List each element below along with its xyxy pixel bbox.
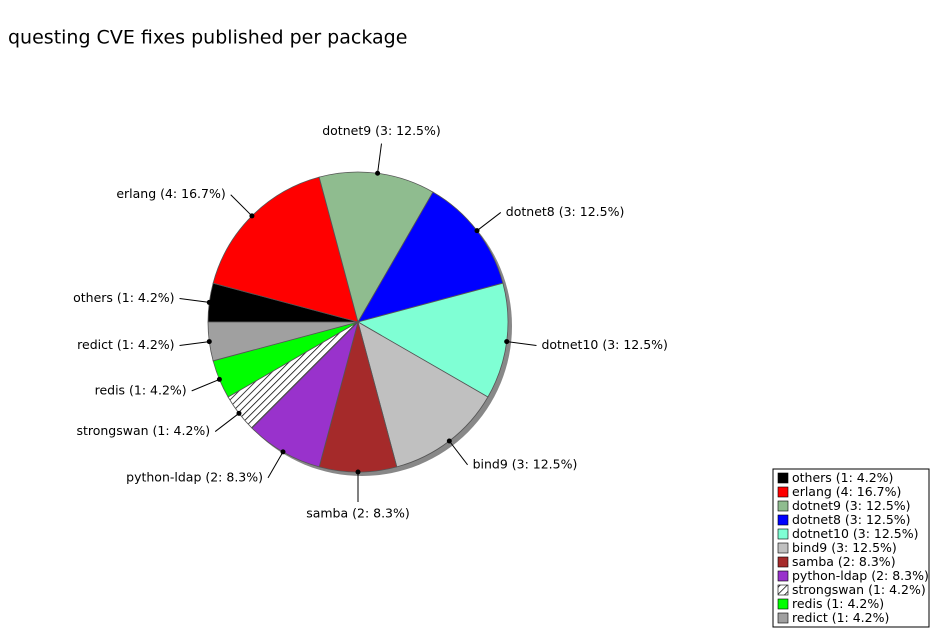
legend-swatch xyxy=(777,514,789,526)
leader-line xyxy=(191,378,220,392)
legend xyxy=(772,468,930,628)
legend-swatch xyxy=(777,472,789,484)
leader-dot xyxy=(504,339,510,345)
slice-label: dotnet9 (3: 12.5%) xyxy=(322,123,441,138)
legend-label: erlang (4: 16.7%) xyxy=(792,484,901,499)
leader-dot xyxy=(236,410,242,416)
legend-swatch xyxy=(777,542,789,554)
slice-label: dotnet8 (3: 12.5%) xyxy=(506,204,625,219)
leader-line xyxy=(214,412,240,432)
leader-dot xyxy=(446,438,452,444)
legend-label: dotnet8 (3: 12.5%) xyxy=(792,512,911,527)
leader-dot xyxy=(206,339,212,345)
leader-dot xyxy=(280,449,286,455)
slice-label: others (1: 4.2%) xyxy=(73,290,174,305)
legend-label: samba (2: 8.3%) xyxy=(792,554,896,569)
legend-swatch xyxy=(777,570,789,582)
legend-swatch xyxy=(777,556,789,568)
slice-label: dotnet10 (3: 12.5%) xyxy=(541,337,667,352)
slice-label: redis (1: 4.2%) xyxy=(95,382,187,397)
slice-label: erlang (4: 16.7%) xyxy=(116,186,225,201)
legend-label: python-ldap (2: 8.3%) xyxy=(792,568,929,583)
chart-title: questing CVE fixes published per package xyxy=(8,27,407,49)
leader-line xyxy=(448,440,468,466)
legend-swatch xyxy=(777,486,789,498)
legend-swatch xyxy=(777,528,789,540)
leader-dot xyxy=(206,299,212,305)
legend-label: strongswan (1: 4.2%) xyxy=(792,582,926,597)
leader-line xyxy=(506,341,537,346)
leader-line xyxy=(267,451,284,479)
legend-label: dotnet9 (3: 12.5%) xyxy=(792,498,911,513)
legend-label: dotnet10 (3: 12.5%) xyxy=(792,526,918,541)
leader-dot xyxy=(216,376,222,382)
slice-label: samba (2: 8.3%) xyxy=(306,506,410,521)
legend-label: redis (1: 4.2%) xyxy=(792,596,884,611)
leader-dot xyxy=(375,170,381,176)
legend-label: others (1: 4.2%) xyxy=(792,470,893,485)
leader-dot xyxy=(355,469,361,475)
legend-swatch xyxy=(777,598,789,610)
leader-line xyxy=(377,143,382,174)
leader-line xyxy=(179,298,210,303)
leader-line xyxy=(476,212,502,232)
slice-label: redict (1: 4.2%) xyxy=(77,337,174,352)
legend-swatch xyxy=(777,612,789,624)
leader-line xyxy=(179,341,210,346)
legend-swatch xyxy=(777,584,789,596)
leader-dot xyxy=(249,213,255,219)
legend-label: redict (1: 4.2%) xyxy=(792,610,889,625)
slice-label: strongswan (1: 4.2%) xyxy=(76,423,210,438)
legend-swatch xyxy=(777,500,789,512)
leader-dot xyxy=(474,228,480,234)
legend-label: bind9 (3: 12.5%) xyxy=(792,540,897,555)
slice-label: python-ldap (2: 8.3%) xyxy=(126,469,263,484)
leader-line xyxy=(230,194,253,217)
slice-label: bind9 (3: 12.5%) xyxy=(473,456,578,471)
